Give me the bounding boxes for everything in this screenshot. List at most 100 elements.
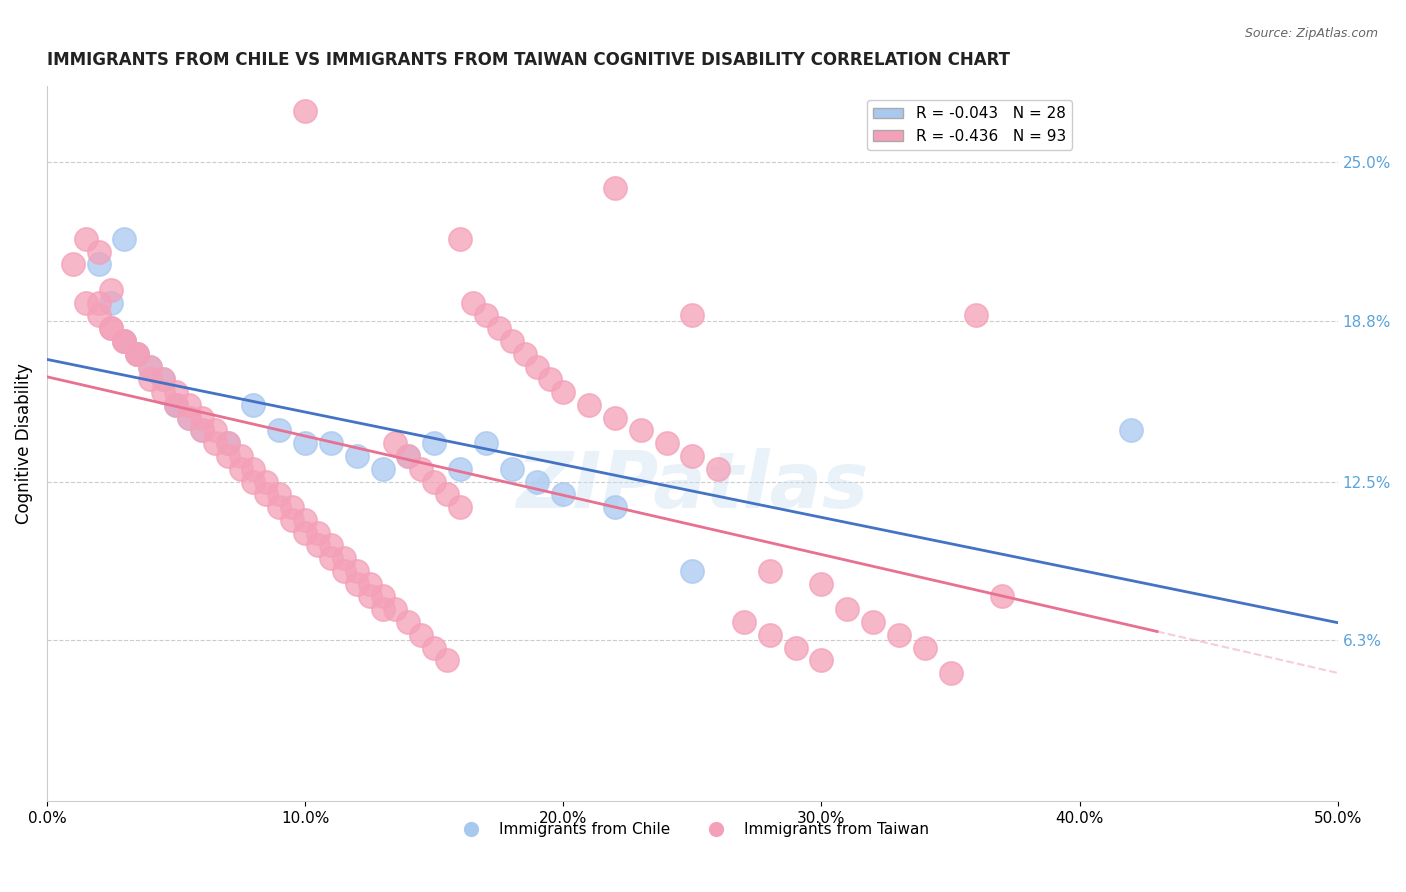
Point bbox=[229, 461, 252, 475]
Point bbox=[603, 180, 626, 194]
Text: IMMIGRANTS FROM CHILE VS IMMIGRANTS FROM TAIWAN COGNITIVE DISABILITY CORRELATION: IMMIGRANTS FROM CHILE VS IMMIGRANTS FROM… bbox=[46, 51, 1010, 69]
Point bbox=[346, 576, 368, 591]
Point bbox=[319, 551, 342, 566]
Point bbox=[217, 449, 239, 463]
Point bbox=[269, 424, 291, 438]
Point bbox=[191, 424, 214, 438]
Point bbox=[538, 372, 561, 386]
Point bbox=[681, 564, 703, 578]
Point bbox=[139, 359, 162, 374]
Point bbox=[553, 487, 575, 501]
Point bbox=[810, 653, 832, 667]
Point bbox=[423, 640, 446, 655]
Point bbox=[346, 449, 368, 463]
Point bbox=[384, 602, 406, 616]
Point bbox=[371, 590, 394, 604]
Point bbox=[681, 449, 703, 463]
Point bbox=[939, 666, 962, 681]
Point bbox=[191, 410, 214, 425]
Point bbox=[177, 398, 200, 412]
Point bbox=[100, 321, 122, 335]
Point bbox=[269, 487, 291, 501]
Point bbox=[655, 436, 678, 450]
Point bbox=[319, 436, 342, 450]
Point bbox=[488, 321, 510, 335]
Point bbox=[165, 398, 187, 412]
Point bbox=[526, 359, 548, 374]
Point bbox=[127, 347, 149, 361]
Point bbox=[242, 461, 264, 475]
Point bbox=[165, 398, 187, 412]
Point bbox=[100, 295, 122, 310]
Point bbox=[100, 321, 122, 335]
Point bbox=[475, 309, 498, 323]
Point bbox=[294, 513, 316, 527]
Point bbox=[152, 385, 174, 400]
Text: ZIPatlas: ZIPatlas bbox=[516, 448, 869, 524]
Point bbox=[578, 398, 600, 412]
Point bbox=[681, 309, 703, 323]
Point bbox=[501, 334, 523, 348]
Point bbox=[461, 295, 484, 310]
Point bbox=[887, 628, 910, 642]
Point bbox=[87, 257, 110, 271]
Point bbox=[1121, 424, 1143, 438]
Point bbox=[87, 309, 110, 323]
Point bbox=[269, 500, 291, 514]
Point bbox=[333, 564, 356, 578]
Point bbox=[475, 436, 498, 450]
Point bbox=[513, 347, 536, 361]
Point bbox=[75, 295, 97, 310]
Point bbox=[165, 385, 187, 400]
Point bbox=[837, 602, 859, 616]
Point bbox=[449, 461, 471, 475]
Point bbox=[991, 590, 1014, 604]
Point bbox=[396, 449, 419, 463]
Point bbox=[217, 436, 239, 450]
Legend: Immigrants from Chile, Immigrants from Taiwan: Immigrants from Chile, Immigrants from T… bbox=[450, 816, 935, 843]
Point bbox=[630, 424, 652, 438]
Point bbox=[707, 461, 730, 475]
Point bbox=[501, 461, 523, 475]
Point bbox=[112, 334, 135, 348]
Point bbox=[307, 525, 329, 540]
Point bbox=[254, 487, 277, 501]
Point bbox=[177, 410, 200, 425]
Point bbox=[281, 500, 304, 514]
Point bbox=[436, 653, 458, 667]
Point bbox=[112, 334, 135, 348]
Point bbox=[603, 500, 626, 514]
Point bbox=[411, 628, 433, 642]
Point bbox=[371, 461, 394, 475]
Point bbox=[100, 283, 122, 297]
Point bbox=[62, 257, 84, 271]
Point bbox=[733, 615, 755, 629]
Point bbox=[75, 232, 97, 246]
Point bbox=[319, 538, 342, 552]
Point bbox=[346, 564, 368, 578]
Point bbox=[242, 475, 264, 489]
Point bbox=[862, 615, 884, 629]
Point bbox=[411, 461, 433, 475]
Point bbox=[242, 398, 264, 412]
Point bbox=[191, 424, 214, 438]
Point bbox=[177, 410, 200, 425]
Point bbox=[307, 538, 329, 552]
Point bbox=[112, 334, 135, 348]
Point bbox=[139, 359, 162, 374]
Point bbox=[758, 564, 780, 578]
Point bbox=[204, 424, 226, 438]
Point bbox=[603, 410, 626, 425]
Point bbox=[449, 500, 471, 514]
Point bbox=[396, 615, 419, 629]
Point bbox=[758, 628, 780, 642]
Point bbox=[396, 449, 419, 463]
Point bbox=[112, 232, 135, 246]
Point bbox=[965, 309, 987, 323]
Point bbox=[553, 385, 575, 400]
Point bbox=[127, 347, 149, 361]
Point bbox=[87, 295, 110, 310]
Point bbox=[152, 372, 174, 386]
Point bbox=[423, 436, 446, 450]
Point bbox=[87, 244, 110, 259]
